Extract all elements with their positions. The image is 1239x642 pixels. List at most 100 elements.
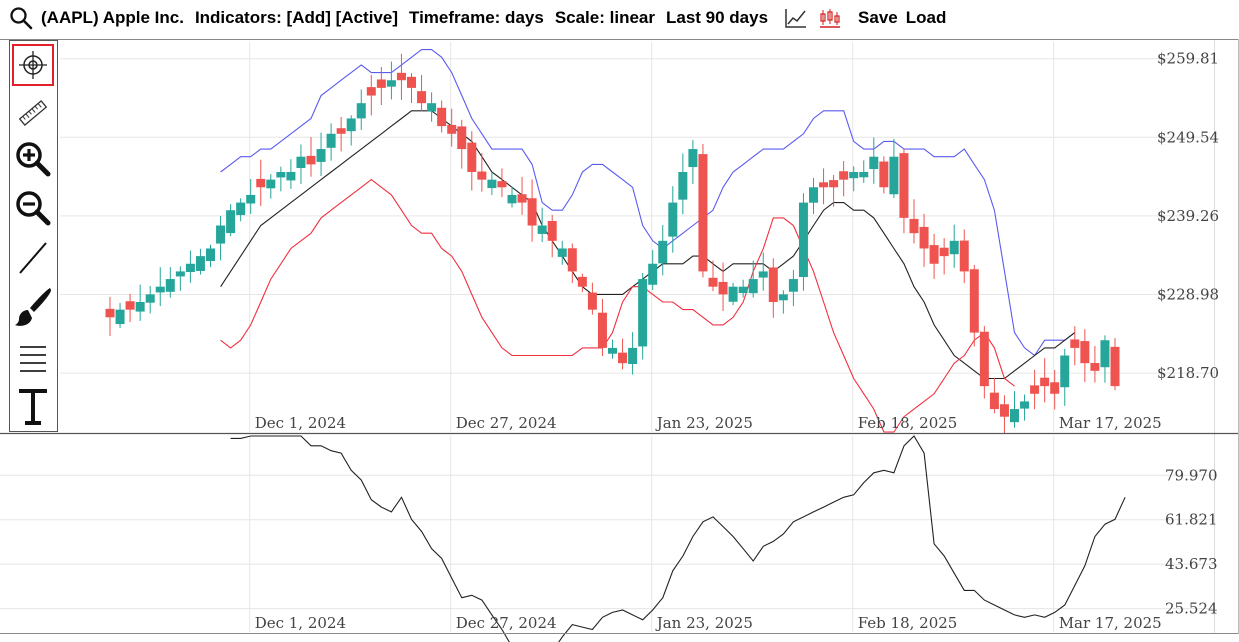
candle-up xyxy=(206,248,215,262)
candle-down xyxy=(1040,377,1050,387)
osc-date-axis-label: Mar 17, 2025 xyxy=(1059,614,1162,632)
candle-up xyxy=(809,187,818,203)
candle-down xyxy=(256,178,266,188)
candle-down xyxy=(939,247,949,257)
candle-up xyxy=(608,347,617,354)
candle-down xyxy=(125,301,135,310)
osc-date-axis-label: Dec 27, 2024 xyxy=(456,614,557,632)
candle-down xyxy=(467,142,477,172)
middle-band-line xyxy=(220,110,1076,380)
candle-up xyxy=(266,179,276,189)
osc-date-axis-label: Jan 23, 2025 xyxy=(655,614,753,632)
candle-down xyxy=(979,331,989,387)
candle-down xyxy=(819,182,829,188)
candle-up xyxy=(286,172,296,181)
candle-down xyxy=(698,154,708,272)
load-button[interactable]: Load xyxy=(905,8,947,27)
timeframe-selector[interactable]: Timeframe: days xyxy=(409,8,544,27)
line-icon xyxy=(17,240,49,276)
candlestick-series xyxy=(105,53,1120,434)
candle-down xyxy=(839,171,849,180)
candle-down xyxy=(879,161,889,188)
horizontal-lines-icon xyxy=(17,342,49,374)
price-axis-label: $249.54 xyxy=(1157,128,1219,146)
candle-up xyxy=(226,210,236,234)
candle-up xyxy=(165,279,175,292)
candle-down xyxy=(105,308,115,318)
zoom-out-icon xyxy=(14,189,52,227)
candle-down xyxy=(497,181,507,188)
candle-up xyxy=(748,279,758,294)
candle-down xyxy=(969,269,979,333)
candle-up xyxy=(487,179,497,189)
text-icon xyxy=(16,387,50,427)
candle-up xyxy=(859,172,869,178)
brush-tool[interactable] xyxy=(12,286,54,328)
candle-up xyxy=(195,256,205,271)
candlestick-chart-icon[interactable] xyxy=(818,7,842,29)
text-tool[interactable] xyxy=(12,386,54,428)
candle-up xyxy=(386,80,396,87)
candle-down xyxy=(929,245,939,264)
range-selector[interactable]: Last 90 days xyxy=(665,8,769,27)
candle-up xyxy=(185,263,195,273)
zoom-in-tool[interactable] xyxy=(12,138,54,180)
measure-tool[interactable] xyxy=(12,92,54,134)
candle-up xyxy=(1020,401,1030,409)
fib-lines-tool[interactable] xyxy=(12,337,54,379)
candle-up xyxy=(889,156,899,195)
candle-down xyxy=(447,124,457,134)
zoom-out-tool[interactable] xyxy=(12,187,54,229)
crosshair-tool[interactable] xyxy=(12,44,54,86)
candle-up xyxy=(356,103,366,119)
candle-down xyxy=(618,352,628,364)
candle-up xyxy=(1010,409,1019,423)
candle-down xyxy=(396,72,406,81)
candle-up xyxy=(246,194,256,204)
candle-up xyxy=(949,240,959,255)
candle-down xyxy=(768,267,778,302)
zoom-in-icon xyxy=(14,140,52,178)
upper-band-line xyxy=(220,49,1076,357)
search-icon[interactable] xyxy=(9,6,33,30)
candle-down xyxy=(517,194,527,203)
scale-selector[interactable]: Scale: linear xyxy=(554,8,655,27)
osc-date-axis-label: Feb 18, 2025 xyxy=(858,614,958,632)
line-tool[interactable] xyxy=(12,237,54,279)
osc-axis-label: 61.821 xyxy=(1165,511,1218,529)
candle-up xyxy=(678,172,688,200)
drawing-toolbar xyxy=(9,40,58,432)
date-axis-label: Mar 17, 2025 xyxy=(1059,414,1162,432)
candle-up xyxy=(216,225,226,244)
candle-down xyxy=(417,91,427,104)
candle-up xyxy=(537,225,547,234)
bollinger-bands xyxy=(220,49,1076,433)
candle-up xyxy=(758,271,768,278)
candle-down xyxy=(1110,346,1120,387)
save-button[interactable]: Save xyxy=(858,8,898,27)
toolbar: (AAPL) Apple Inc. Indicators: [Add] [Act… xyxy=(0,0,1239,36)
candle-down xyxy=(457,126,467,150)
candle-down xyxy=(477,171,487,180)
osc-axis-label: 79.970 xyxy=(1165,466,1218,484)
candle-up xyxy=(788,279,798,292)
candle-up xyxy=(346,118,356,132)
candle-down xyxy=(1070,339,1080,348)
line-chart-icon[interactable] xyxy=(784,7,808,29)
candle-up xyxy=(628,347,638,365)
price-axis-label: $218.70 xyxy=(1157,364,1219,382)
candle-up xyxy=(155,286,165,293)
candle-down xyxy=(547,221,557,241)
candle-down xyxy=(919,226,929,249)
indicators-menu[interactable]: Indicators: [Add] [Active] xyxy=(194,8,398,27)
symbol-label[interactable]: (AAPL) Apple Inc. xyxy=(41,8,184,27)
candle-up xyxy=(849,172,859,179)
candle-down xyxy=(336,128,346,134)
lower-band-line xyxy=(220,178,1015,433)
candle-down xyxy=(437,107,447,127)
date-axis-label: Dec 1, 2024 xyxy=(255,414,346,432)
candle-up xyxy=(668,202,678,237)
ruler-icon xyxy=(17,97,49,129)
candle-up xyxy=(869,156,879,170)
